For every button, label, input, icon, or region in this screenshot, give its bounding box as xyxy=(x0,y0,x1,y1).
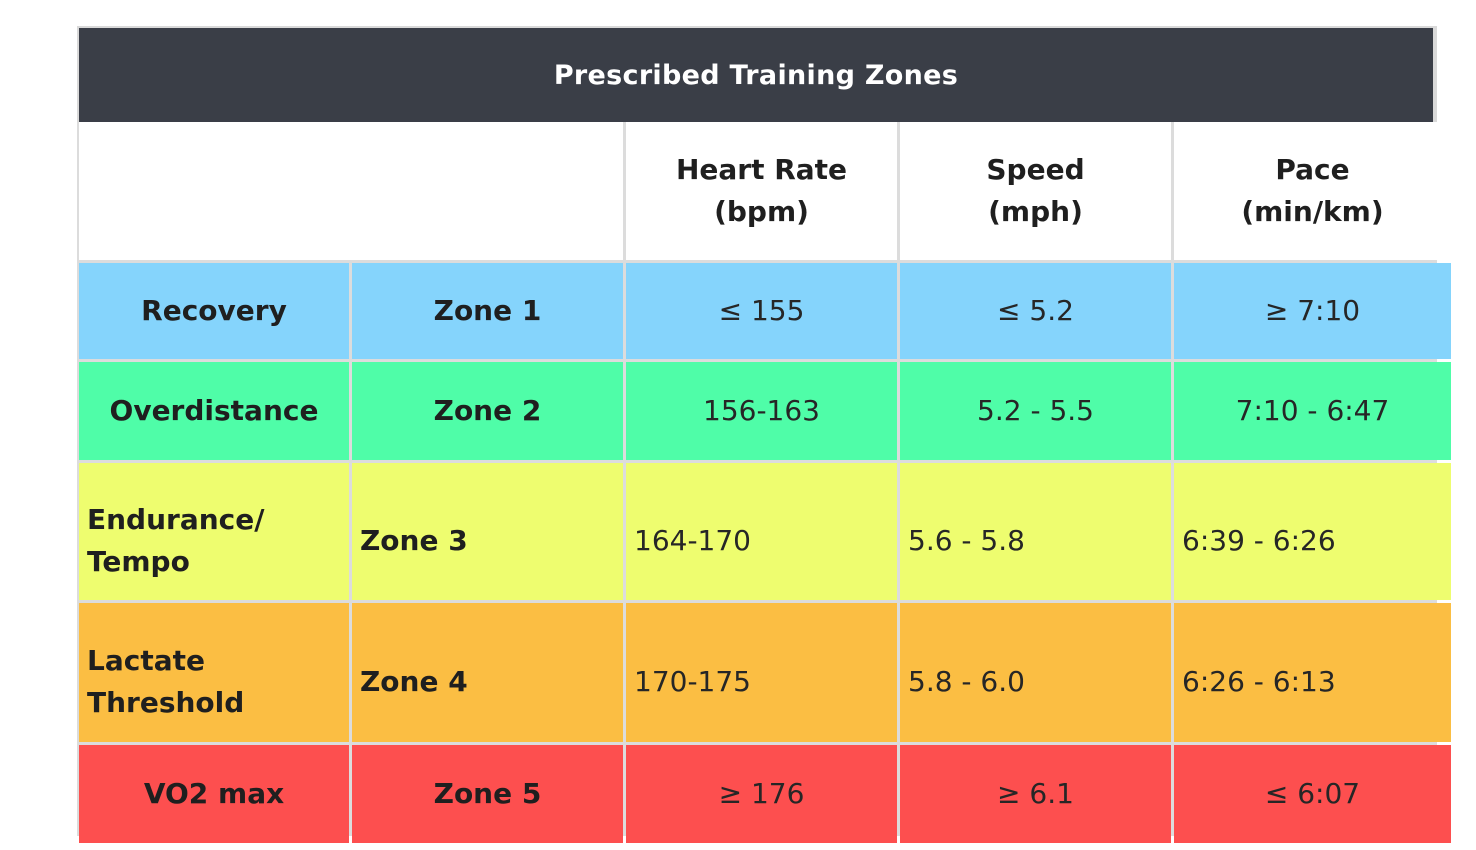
blank-header-cell xyxy=(79,122,623,260)
zone-3-label: Zone 3 xyxy=(352,463,623,600)
zone-5-speed: ≥ 6.1 xyxy=(900,745,1171,843)
zone-1-name-text: Recovery xyxy=(141,294,287,327)
zone-3-pace-text: 6:39 - 6:26 xyxy=(1182,523,1336,557)
zone-3-heart-rate-text: 164-170 xyxy=(634,523,751,557)
header-heart-rate-line2: (bpm) xyxy=(714,195,809,228)
training-zones-table: Prescribed Training Zones Heart Rate (bp… xyxy=(77,26,1451,843)
header-speed: Speed (mph) xyxy=(900,122,1171,260)
zone-3-name-line2: Tempo xyxy=(87,544,190,578)
zone-4-name-line1: Lactate xyxy=(87,643,205,677)
zone-1-label: Zone 1 xyxy=(352,263,623,359)
zone-2-label: Zone 2 xyxy=(352,362,623,460)
zone-3-speed-text: 5.6 - 5.8 xyxy=(908,523,1025,557)
zone-5-name-text: VO2 max xyxy=(143,777,285,810)
zone-1-pace: ≥ 7:10 xyxy=(1174,263,1451,359)
zone-3-label-text: Zone 3 xyxy=(360,523,468,557)
zone-4-pace: 6:26 - 6:13 xyxy=(1174,603,1451,742)
header-pace-line2: (min/km) xyxy=(1241,195,1384,228)
zone-5-heart-rate: ≥ 176 xyxy=(626,745,897,843)
zone-4-heart-rate: 170-175 xyxy=(626,603,897,742)
zone-3-heart-rate: 164-170 xyxy=(626,463,897,600)
header-heart-rate: Heart Rate (bpm) xyxy=(626,122,897,260)
zone-2-name: Overdistance xyxy=(79,362,349,460)
zone-1-speed: ≤ 5.2 xyxy=(900,263,1171,359)
zone-4-speed-text: 5.8 - 6.0 xyxy=(908,664,1025,698)
zone-4-label-text: Zone 4 xyxy=(360,664,468,698)
zone-2-speed: 5.2 - 5.5 xyxy=(900,362,1171,460)
header-heart-rate-line1: Heart Rate xyxy=(675,153,848,186)
header-pace: Pace (min/km) xyxy=(1174,122,1451,260)
zone-5-name: VO2 max xyxy=(79,745,349,843)
zone-3-speed: 5.6 - 5.8 xyxy=(900,463,1171,600)
zone-2-heart-rate: 156-163 xyxy=(626,362,897,460)
zone-3-pace: 6:39 - 6:26 xyxy=(1174,463,1451,600)
zone-5-pace: ≤ 6:07 xyxy=(1174,745,1451,843)
zones-grid: Heart Rate (bpm) Speed (mph) Pace (min/k… xyxy=(77,122,1451,843)
zone-1-name: Recovery xyxy=(79,263,349,359)
zone-5-label: Zone 5 xyxy=(352,745,623,843)
zone-4-heart-rate-text: 170-175 xyxy=(634,664,751,698)
zone-2-name-text: Overdistance xyxy=(109,394,319,427)
header-pace-line1: Pace xyxy=(1275,153,1350,186)
zone-1-heart-rate: ≤ 155 xyxy=(626,263,897,359)
zone-4-speed: 5.8 - 6.0 xyxy=(900,603,1171,742)
table-title: Prescribed Training Zones xyxy=(79,28,1433,122)
zone-2-pace: 7:10 - 6:47 xyxy=(1174,362,1451,460)
zone-4-name-line2: Threshold xyxy=(87,685,245,719)
header-speed-line1: Speed xyxy=(986,153,1085,186)
zone-4-label: Zone 4 xyxy=(352,603,623,742)
zone-3-name: Endurance/ Tempo xyxy=(79,463,349,600)
zone-4-pace-text: 6:26 - 6:13 xyxy=(1182,664,1336,698)
zone-3-name-line1: Endurance/ xyxy=(87,502,265,536)
zone-4-name: Lactate Threshold xyxy=(79,603,349,742)
header-speed-line2: (mph) xyxy=(988,195,1083,228)
